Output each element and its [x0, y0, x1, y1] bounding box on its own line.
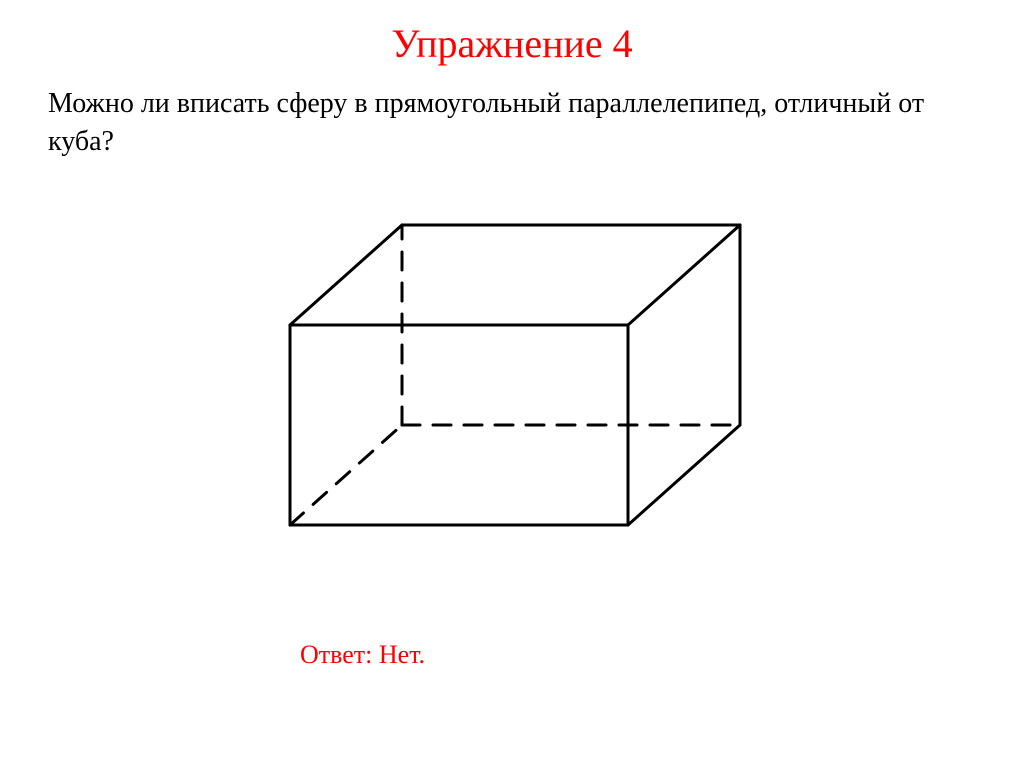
edge-front_bottom_left-back_bottom_left	[290, 425, 402, 525]
exercise-title: Упражнение 4	[0, 20, 1024, 67]
answer-label: Ответ:	[300, 640, 372, 669]
edge-front_bottom_right-back_bottom_right	[628, 425, 740, 525]
answer-value: Нет.	[379, 640, 425, 669]
parallelepiped-diagram	[270, 205, 760, 550]
question-text: Можно ли вписать сферу в прямоугольный п…	[48, 85, 948, 161]
edge-front_top_left-back_top_left	[290, 225, 402, 325]
parallelepiped-svg	[270, 205, 760, 545]
answer-line: Ответ: Нет.	[300, 640, 425, 670]
edge-front_top_right-back_top_right	[628, 225, 740, 325]
